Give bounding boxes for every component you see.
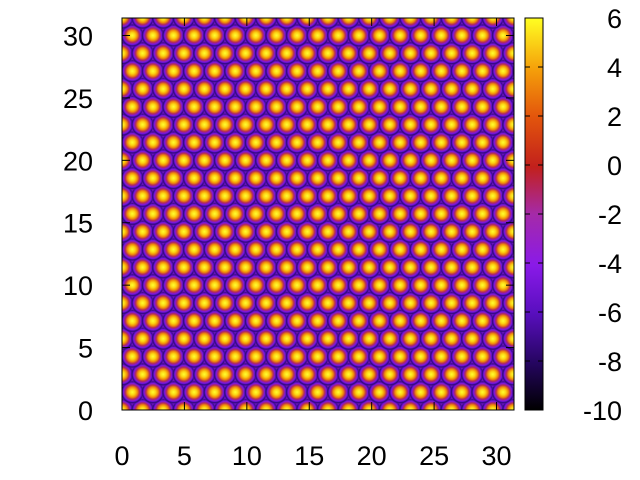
x-tick-label: 15 <box>294 441 324 471</box>
heatmap-peak <box>122 99 125 115</box>
y-tick-label: 0 <box>78 396 93 426</box>
heatmap-peak <box>449 0 475 12</box>
colorbar-tick-label: -8 <box>598 347 622 377</box>
heatmap-peak <box>510 98 514 116</box>
heatmap-peak <box>387 0 413 12</box>
heatmap-peak <box>253 18 279 31</box>
y-tick-label: 15 <box>63 209 93 239</box>
heatmap-peak <box>305 0 331 12</box>
heatmap-peak <box>122 27 125 43</box>
colorbar-tick-label: -6 <box>598 298 622 328</box>
y-axis: 0 5 10 15 20 25 30 <box>63 21 514 426</box>
heatmap-peak <box>129 18 156 31</box>
colorbar-tick-label: -4 <box>598 249 622 279</box>
heatmap-peak <box>510 312 514 330</box>
heatmap-peak <box>438 18 465 31</box>
heatmap-peak <box>510 134 514 151</box>
heatmap-peak <box>140 0 166 12</box>
heatmap-peak <box>122 63 125 79</box>
heatmap-peak <box>191 18 218 31</box>
heatmap-peak <box>377 18 403 31</box>
heatmap-peak <box>89 183 115 209</box>
heatmap-peak <box>122 206 125 222</box>
heatmap-peaks <box>89 0 537 410</box>
heatmap-peak <box>459 18 485 31</box>
heatmap-peak <box>122 313 125 329</box>
heatmap-peak <box>122 241 125 257</box>
heatmap-peak <box>264 0 290 12</box>
x-tick-label: 30 <box>481 441 511 471</box>
heatmap-peak <box>122 348 125 365</box>
plot-area <box>89 0 537 411</box>
heatmap-peak <box>418 18 444 31</box>
heatmap-peak <box>243 0 269 12</box>
heatmap-peak <box>122 384 125 400</box>
heatmap-peak <box>429 0 455 12</box>
heatmap-peak <box>284 0 310 12</box>
heatmap-peak <box>490 0 516 12</box>
colorbar-tick-label: 6 <box>607 4 622 34</box>
heatmap-peak <box>122 277 125 293</box>
y-tick-label: 5 <box>78 334 93 364</box>
colorbar: -10 -8 -6 -4 -2 0 2 4 6 <box>524 4 622 426</box>
heatmap-peak <box>202 0 228 12</box>
colorbar-tick-label: -10 <box>583 396 622 426</box>
heatmap-peak <box>171 18 197 31</box>
heatmap-peak <box>408 0 434 12</box>
x-tick-label: 25 <box>419 441 449 471</box>
heatmap-peak <box>89 112 115 138</box>
heatmap-peak <box>122 170 125 186</box>
heatmap-peak <box>470 0 496 12</box>
y-tick-label: 20 <box>63 146 93 176</box>
heatmap-peak <box>356 18 382 31</box>
colorbar-tick-label: 2 <box>607 102 622 132</box>
heatmap-peak <box>89 362 115 388</box>
heatmap-peak <box>480 18 506 31</box>
plot-frame <box>121 17 515 411</box>
colorbar-axis: -10 -8 -6 -4 -2 0 2 4 6 <box>525 4 622 426</box>
heatmap-peak <box>326 0 352 12</box>
heatmap-peak <box>367 0 393 12</box>
colorbar-tick-label: 4 <box>607 53 622 83</box>
y-tick-label: 25 <box>63 84 93 114</box>
heatmap-peak <box>510 241 514 258</box>
x-tick-label: 0 <box>114 441 129 471</box>
heatmap-peak <box>346 0 372 12</box>
heatmap-peak <box>212 18 238 31</box>
y-tick-label: 10 <box>63 271 93 301</box>
heatmap-peak <box>232 18 259 31</box>
x-tick-label: 10 <box>232 441 262 471</box>
heatmap-peak <box>274 18 300 31</box>
heatmap-peak <box>510 383 514 401</box>
heatmap-peak <box>294 18 321 31</box>
x-tick-label: 5 <box>177 441 192 471</box>
colorbar-tick-label: 0 <box>607 151 622 181</box>
heatmap-peak <box>510 62 514 80</box>
heatmap-peak <box>181 0 207 12</box>
heatmap-peak <box>511 0 537 12</box>
x-axis: 0 5 10 15 20 25 30 <box>114 18 512 471</box>
heatmap-peak <box>99 0 125 12</box>
heatmap-peak <box>510 348 514 365</box>
heatmap-peak <box>223 0 249 12</box>
heatmap-peak <box>150 18 176 31</box>
heatmap-peak <box>510 169 514 187</box>
heatmap-peak <box>161 0 187 12</box>
heatmap-peak <box>335 18 362 31</box>
heatmap-peak <box>510 205 514 223</box>
heatmap-peak <box>120 0 146 12</box>
heatmap-peak <box>500 18 514 31</box>
colorbar-tick-label: -2 <box>598 200 622 230</box>
heatmap-peak <box>122 134 125 150</box>
x-tick-label: 20 <box>357 441 387 471</box>
heatmap-peak <box>315 18 341 31</box>
y-tick-label: 30 <box>63 21 93 51</box>
heatmap-peak <box>397 18 424 31</box>
